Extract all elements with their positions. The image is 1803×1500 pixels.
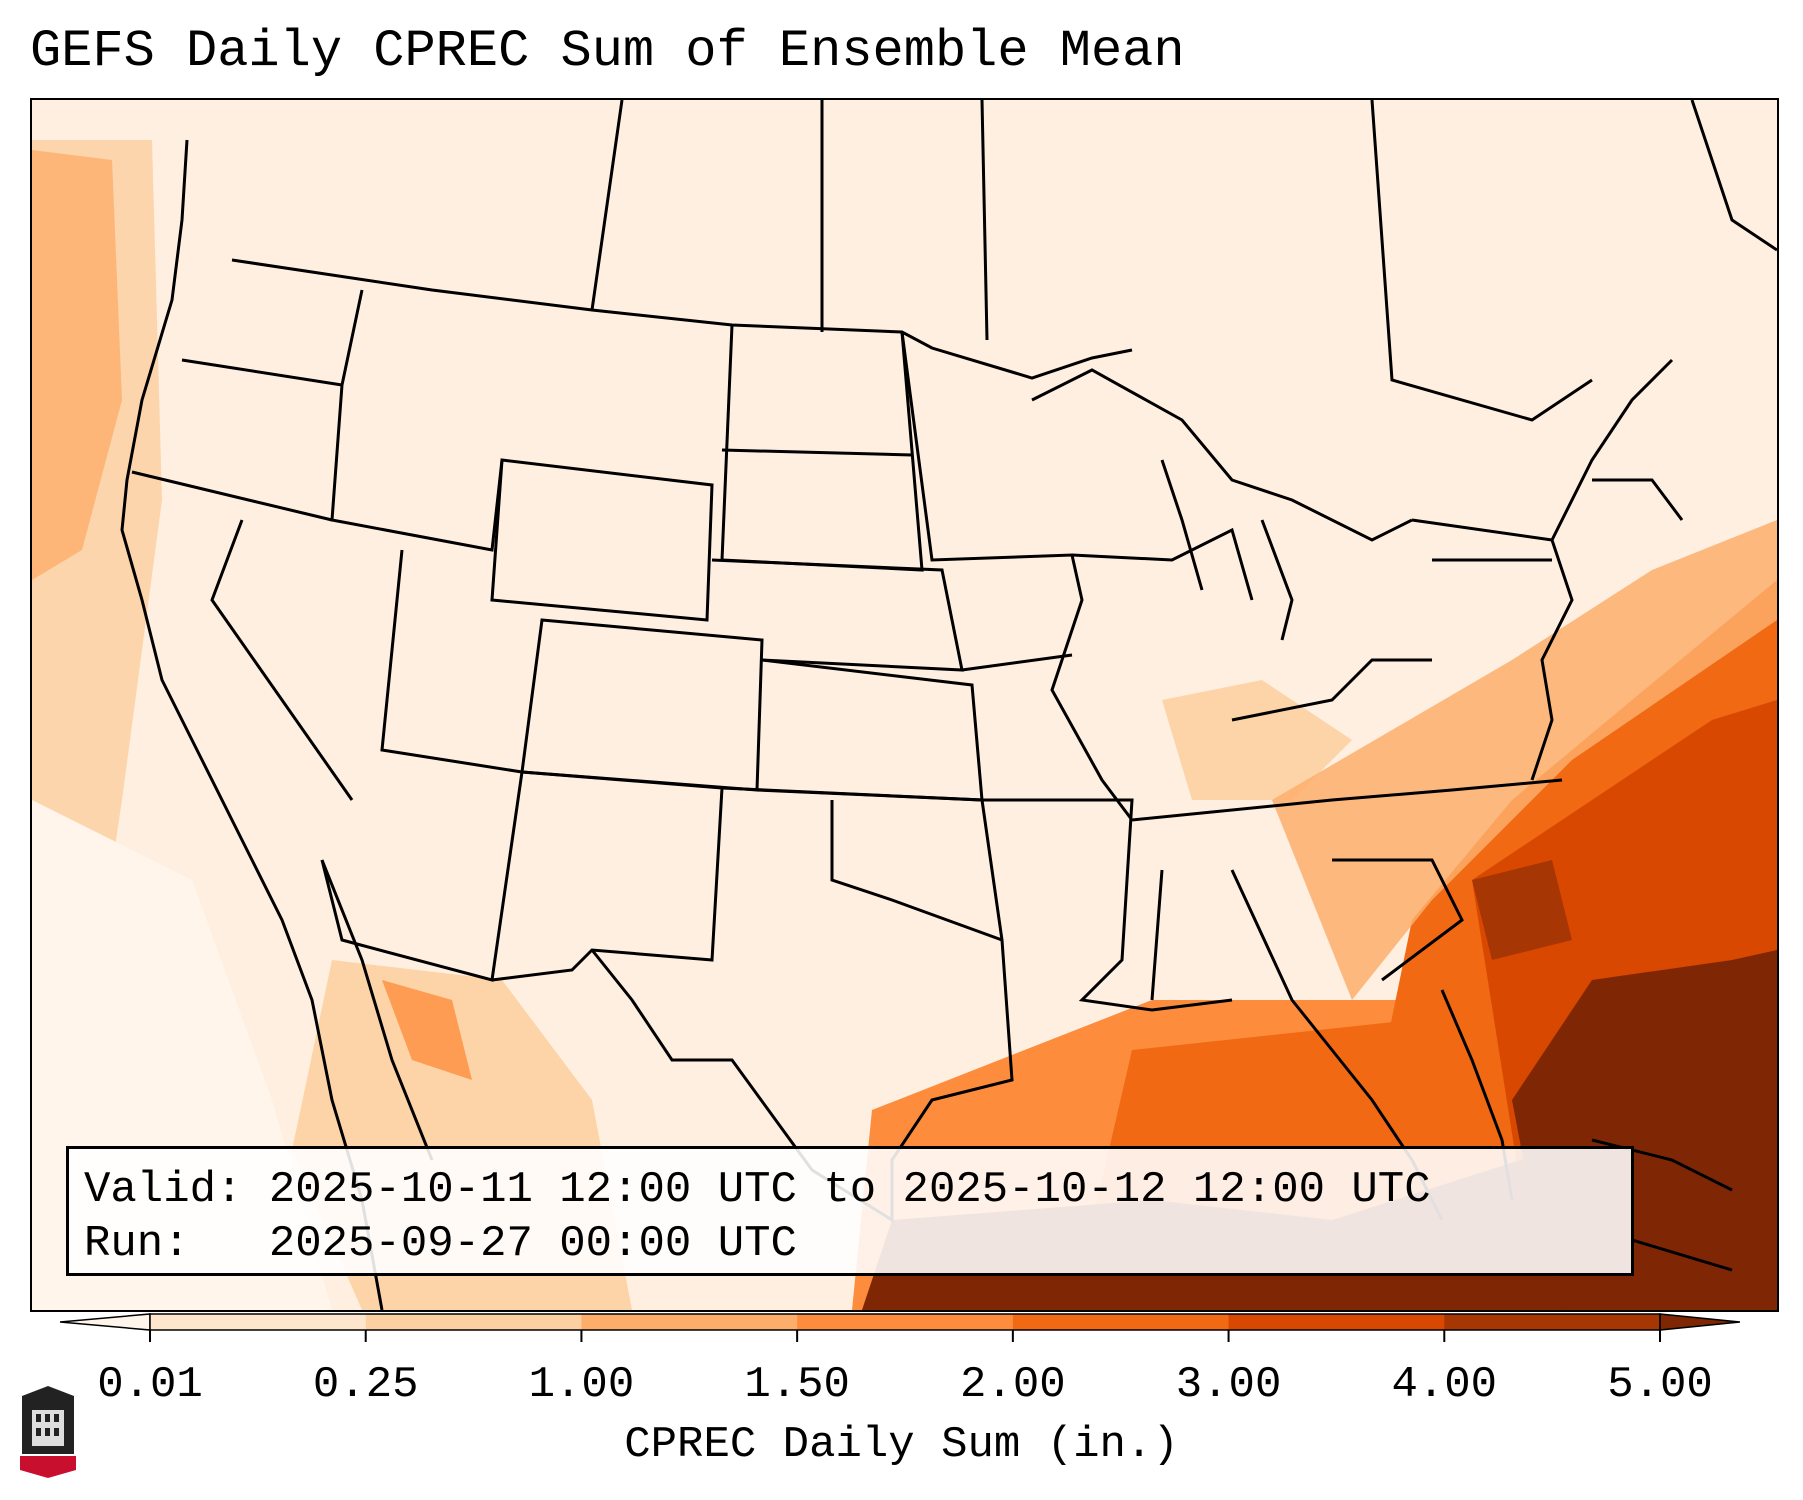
- colorbar-segment: [581, 1314, 798, 1330]
- colorbar-segment: [1444, 1314, 1661, 1330]
- colorbar-segment: [150, 1314, 367, 1330]
- run-time-text: Run: 2025-09-27 00:00 UTC: [84, 1219, 797, 1269]
- colorbar-segment: [797, 1314, 1014, 1330]
- colorbar-segment: [1012, 1314, 1230, 1330]
- colorbar-extend-low: [60, 1313, 151, 1331]
- colorbar-tick-label: 4.00: [1391, 1360, 1498, 1410]
- colorbar-segments: [60, 1313, 1740, 1342]
- boundaries: [120, 100, 1777, 1310]
- niu-logo: [20, 1386, 76, 1478]
- colorbar-segment: [365, 1314, 582, 1330]
- colorbar-label: CPREC Daily Sum (in.): [624, 1420, 1179, 1470]
- colorbar-tick-label: 5.00: [1607, 1360, 1713, 1410]
- precip-shading: [32, 100, 1777, 1310]
- logo-banner: [20, 1456, 76, 1478]
- map-title: GEFS Daily CPREC Sum of Ensemble Mean: [30, 22, 1185, 81]
- colorbar-tick-label: 0.25: [312, 1360, 419, 1410]
- colorbar: [60, 1313, 1740, 1342]
- colorbar-tick-label: 3.00: [1175, 1360, 1282, 1410]
- colorbar-tick-label: 2.00: [960, 1360, 1066, 1410]
- colorbar-segment: [1228, 1314, 1445, 1330]
- colorbar-tick-label: 1.00: [528, 1360, 635, 1410]
- colorbar-tick-label: 0.01: [97, 1360, 203, 1410]
- colorbar-tick-label: 1.50: [744, 1360, 850, 1410]
- map-canvas: [32, 100, 1777, 1310]
- precipitation-map: [30, 98, 1779, 1312]
- validity-info-box: Valid: 2025-10-11 12:00 UTC to 2025-10-1…: [66, 1146, 1634, 1276]
- valid-time-text: Valid: 2025-10-11 12:00 UTC to 2025-10-1…: [84, 1165, 1431, 1215]
- colorbar-extend-high: [1659, 1313, 1740, 1331]
